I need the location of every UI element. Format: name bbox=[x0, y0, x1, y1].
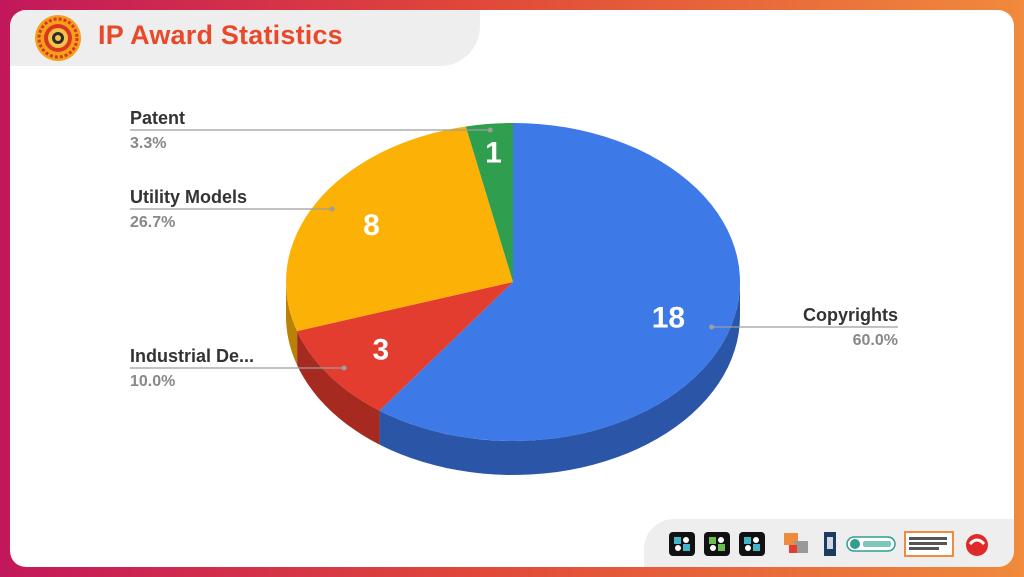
pie-slice-industrial-de bbox=[297, 282, 513, 411]
pie-slice-copyrights bbox=[379, 123, 741, 441]
page-title: IP Award Statistics bbox=[98, 20, 343, 50]
pie-sides bbox=[286, 282, 740, 475]
value-label-industrial-de: 3 bbox=[372, 333, 389, 366]
legend-label-industrial-de: Industrial De... bbox=[130, 346, 254, 366]
pie-chart: Copyrights 60.0% Industrial De... 10.0% Util… bbox=[130, 108, 898, 475]
value-label-copyrights: 18 bbox=[652, 301, 685, 334]
legend-percent-utility-models: 26.7% bbox=[130, 214, 175, 231]
callout-copyrights: Copyrights 60.0% bbox=[709, 305, 898, 349]
partner-logo-3 bbox=[739, 532, 765, 556]
value-label-utility-models: 8 bbox=[363, 209, 380, 242]
legend-percent-copyrights: 60.0% bbox=[853, 332, 898, 349]
slide: IP Award Statistics Copyrights 60.0% Indus… bbox=[10, 10, 1014, 567]
pie-side-industrial-de bbox=[297, 331, 380, 445]
partner-logo-8 bbox=[966, 534, 988, 556]
callout-dot bbox=[709, 324, 715, 330]
organization-seal-icon bbox=[35, 15, 81, 61]
callout-industrial-de: Industrial De... 10.0% bbox=[130, 346, 347, 390]
callout-dot bbox=[487, 127, 493, 133]
pie-side-utility-models bbox=[286, 282, 298, 366]
footer-bar bbox=[644, 519, 1014, 567]
value-label-patent: 1 bbox=[485, 136, 502, 169]
pie-side-copyrights bbox=[379, 282, 740, 475]
partner-logo-5 bbox=[824, 532, 836, 556]
legend-percent-patent: 3.3% bbox=[130, 135, 166, 152]
callout-dot bbox=[329, 206, 335, 212]
callout-patent: Patent 3.3% bbox=[130, 108, 493, 152]
pie-slice-utility-models bbox=[285, 126, 513, 332]
callout-dot bbox=[341, 365, 347, 371]
callout-utility-models: Utility Models 26.7% bbox=[130, 187, 335, 231]
partner-logo-2 bbox=[704, 532, 730, 556]
pie-slice-patent bbox=[465, 123, 513, 282]
legend-label-utility-models: Utility Models bbox=[130, 187, 247, 207]
pie-value-labels: 18 3 8 1 bbox=[363, 136, 685, 366]
legend-label-patent: Patent bbox=[130, 108, 185, 128]
partner-logo-4 bbox=[784, 533, 808, 553]
header-bar: IP Award Statistics bbox=[10, 10, 480, 66]
legend-percent-industrial-de: 10.0% bbox=[130, 373, 175, 390]
partner-logo-1 bbox=[669, 532, 695, 556]
legend-label-copyrights: Copyrights bbox=[803, 305, 898, 325]
partner-logo-7 bbox=[904, 531, 954, 557]
pie-slices bbox=[285, 123, 741, 441]
pie-callouts: Copyrights 60.0% Industrial De... 10.0% Util… bbox=[130, 108, 898, 390]
partner-logo-6 bbox=[846, 536, 896, 552]
